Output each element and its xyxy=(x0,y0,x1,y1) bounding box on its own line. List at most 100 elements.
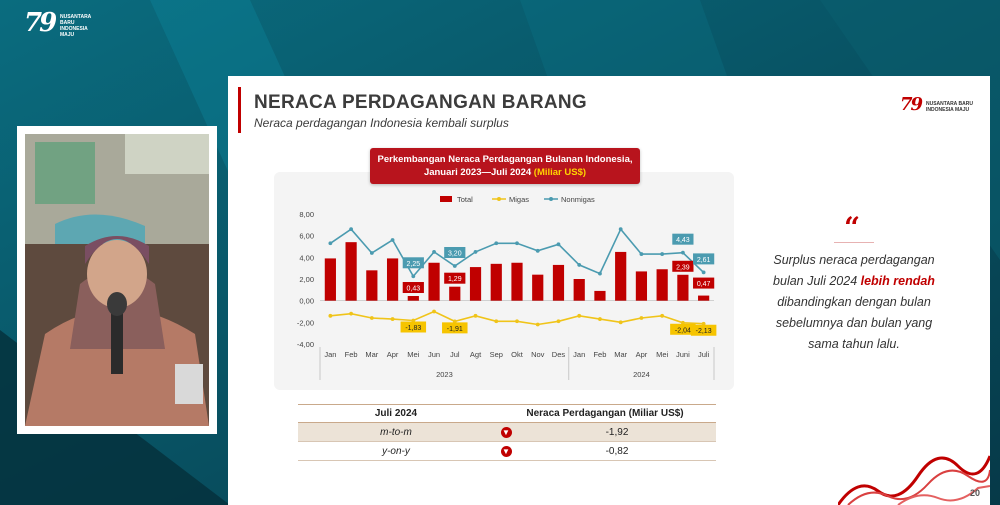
bar-total xyxy=(532,274,544,301)
y-tick-label: -4,00 xyxy=(297,340,314,349)
title-accent-bar xyxy=(238,87,241,133)
y-tick-label: 6,00 xyxy=(299,232,314,241)
point-nonmigas xyxy=(390,238,395,242)
data-label-box-nonmigas xyxy=(402,257,424,269)
point-migas xyxy=(660,313,665,318)
chart-header-line1: Perkembangan Neraca Perdagangan Bulanan … xyxy=(377,154,633,165)
bar-total xyxy=(615,251,627,301)
x-year-label: 2023 xyxy=(436,370,453,379)
bar-total xyxy=(594,290,606,301)
brand-number: 79 xyxy=(900,94,923,115)
slide: NERACA PERDAGANGAN BARANG Neraca perdaga… xyxy=(228,76,990,505)
bar-total xyxy=(407,296,419,301)
bar-total xyxy=(449,286,461,301)
point-nonmigas xyxy=(701,270,706,275)
down-arrow-icon: ▼ xyxy=(500,426,512,438)
x-tick-label: Feb xyxy=(345,350,358,359)
bar-total xyxy=(324,258,336,301)
bar-total xyxy=(366,270,378,301)
point-nonmigas xyxy=(349,227,354,232)
batik-decoration xyxy=(838,455,990,505)
data-label-box-migas xyxy=(670,323,696,335)
data-label-box-nonmigas xyxy=(672,233,694,245)
data-label-box-nonmigas xyxy=(444,247,466,258)
point-nonmigas xyxy=(473,250,478,254)
down-arrow-icon: ▼ xyxy=(500,445,512,457)
x-year-label: 2024 xyxy=(633,370,650,379)
point-migas xyxy=(618,320,623,325)
x-tick-label: Agt xyxy=(470,350,482,359)
bar-total xyxy=(428,262,440,301)
data-label-box-migas xyxy=(442,322,468,334)
data-label-migas: -2,04 xyxy=(675,327,691,334)
data-label-nonmigas: 2,25 xyxy=(407,261,421,268)
data-label-migas: -1,91 xyxy=(447,326,463,333)
point-nonmigas xyxy=(660,252,665,256)
data-label-total: 1,29 xyxy=(448,276,462,283)
x-tick-label: Mar xyxy=(365,350,378,359)
quote-divider xyxy=(834,242,874,243)
point-migas xyxy=(411,318,416,323)
point-nonmigas xyxy=(618,227,623,232)
data-label-migas: -2,13 xyxy=(696,328,712,335)
quote-icon: “ xyxy=(844,211,861,244)
legend-label-total: Total xyxy=(457,195,473,204)
data-label-box-total xyxy=(693,277,715,289)
point-nonmigas xyxy=(577,263,582,267)
x-tick-label: Apr xyxy=(387,350,399,359)
point-nonmigas xyxy=(452,264,457,268)
quote-highlight: lebih rendah xyxy=(860,274,935,288)
data-label-total: 0,43 xyxy=(407,286,421,293)
point-nonmigas xyxy=(369,251,374,255)
point-migas xyxy=(452,319,457,324)
x-tick-label: Feb xyxy=(593,350,606,359)
slide-title: NERACA PERDAGANGAN BARANG xyxy=(254,92,587,113)
point-migas xyxy=(369,316,374,320)
point-migas xyxy=(473,313,478,318)
point-nonmigas xyxy=(494,241,499,246)
x-tick-label: Mei xyxy=(407,350,419,359)
data-label-nonmigas: 4,43 xyxy=(676,237,690,244)
data-label-box-total xyxy=(402,282,424,294)
legend-marker-migas xyxy=(497,197,501,201)
summary-table: Juli 2024 Neraca Perdagangan (Miliar US$… xyxy=(298,404,716,461)
brand-logo: 79 NUSANTARA BARU INDONESIA MAJU xyxy=(900,94,973,115)
x-tick-label: Sep xyxy=(490,350,503,359)
point-nonmigas xyxy=(432,250,436,254)
x-tick-label: Des xyxy=(552,350,566,359)
point-nonmigas xyxy=(639,252,644,256)
x-tick-label: Jan xyxy=(324,350,336,359)
legend-label-migas: Migas xyxy=(509,195,529,204)
y-tick-label: 8,00 xyxy=(299,210,314,219)
point-nonmigas xyxy=(680,250,685,255)
data-label-total: 2,39 xyxy=(676,264,690,271)
table-row: m-to-m ▼ -1,92 xyxy=(298,422,716,442)
summary-header-value: Neraca Perdagangan (Miliar US$) xyxy=(494,404,716,423)
point-migas xyxy=(556,319,561,324)
data-label-nonmigas: 2,61 xyxy=(697,257,711,264)
presenter-image xyxy=(25,134,209,426)
x-tick-label: Mar xyxy=(614,350,627,359)
legend-marker-nonmigas xyxy=(549,197,553,201)
x-tick-label: Juli xyxy=(698,350,710,359)
bar-total xyxy=(386,258,399,301)
legend-label-nonmigas: Nonmigas xyxy=(561,195,595,204)
data-label-box-migas xyxy=(690,324,717,336)
summary-header-period: Juli 2024 xyxy=(298,404,494,423)
point-migas xyxy=(328,313,333,318)
point-migas xyxy=(577,313,582,318)
bar-total xyxy=(469,267,482,301)
y-tick-label: 4,00 xyxy=(299,253,314,262)
x-tick-label: Jun xyxy=(428,350,440,359)
data-label-box-nonmigas xyxy=(693,253,715,265)
point-migas xyxy=(390,317,395,321)
quote-text: Surplus neraca perdagangan bulan Juli 20… xyxy=(773,253,935,351)
point-nonmigas xyxy=(515,241,519,246)
point-migas xyxy=(680,320,685,325)
x-tick-label: Apr xyxy=(636,350,648,359)
bar-total xyxy=(552,264,565,301)
point-migas xyxy=(598,317,602,321)
bar-total xyxy=(573,279,585,301)
logo-number: 79 xyxy=(24,8,57,38)
point-migas xyxy=(432,309,436,314)
